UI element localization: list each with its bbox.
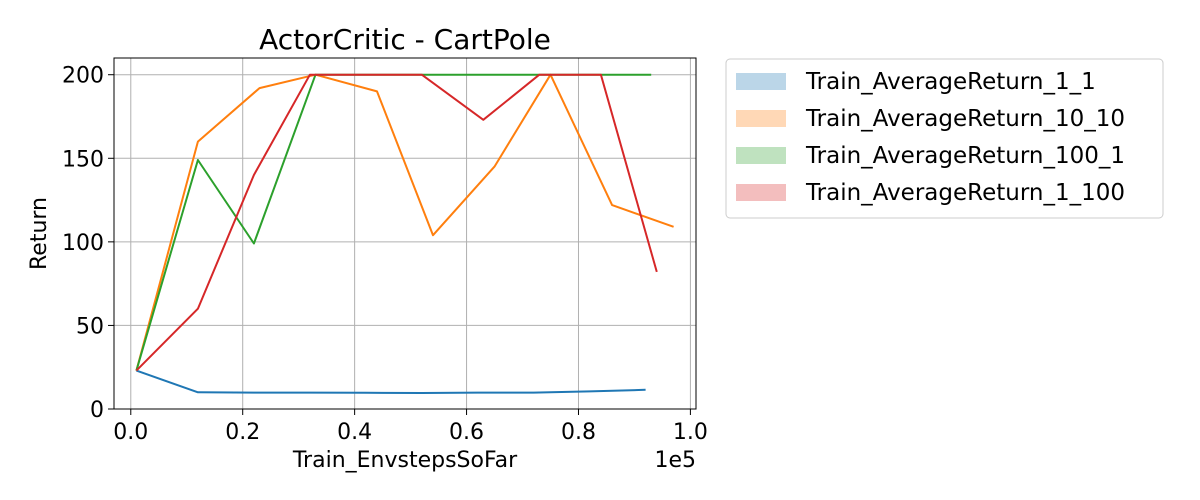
x-axis-label: Train_EnvstepsSoFar [292, 448, 518, 473]
legend-label-0: Train_AverageReturn_1_1 [805, 69, 1096, 95]
series-lines [135, 73, 674, 394]
x-axis: 0.0 0.2 0.4 0.6 0.8 1.0 [113, 409, 708, 445]
grid [114, 58, 696, 410]
x-tick-label: 0.4 [337, 420, 372, 445]
series-line-2 [135, 73, 652, 371]
plot-frame [113, 57, 697, 410]
legend-swatch-0 [736, 73, 786, 90]
y-axis-label: Return [27, 197, 52, 270]
series-line-3 [135, 73, 658, 372]
x-tick-label: 1.0 [673, 420, 708, 445]
legend: Train_AverageReturn_1_1 Train_AverageRetu… [725, 58, 1164, 219]
chart-title: ActorCritic - CartPole [259, 23, 551, 56]
series-line-1 [135, 73, 674, 371]
legend-label-2: Train_AverageReturn_100_1 [805, 143, 1125, 169]
x-tick-label: 0.2 [225, 420, 260, 445]
y-tick-label: 100 [62, 231, 104, 256]
legend-swatch-3 [736, 184, 786, 201]
y-tick-label: 50 [76, 314, 104, 339]
y-tick-label: 150 [62, 147, 104, 172]
legend-swatch-2 [736, 147, 786, 164]
y-axis: 0 50 100 150 200 [62, 64, 114, 423]
legend-label-3: Train_AverageReturn_1_100 [805, 180, 1125, 206]
y-tick-label: 200 [62, 64, 104, 89]
x-tick-label: 0.8 [561, 420, 596, 445]
x-tick-label: 0.6 [449, 420, 484, 445]
y-tick-label: 0 [90, 398, 104, 423]
x-axis-offset-label: 1e5 [654, 448, 696, 473]
series-line-0 [136, 369, 646, 394]
legend-box [725, 58, 1164, 219]
x-tick-label: 0.0 [113, 420, 148, 445]
legend-swatch-1 [736, 110, 786, 127]
legend-label-1: Train_AverageReturn_10_10 [805, 106, 1125, 132]
